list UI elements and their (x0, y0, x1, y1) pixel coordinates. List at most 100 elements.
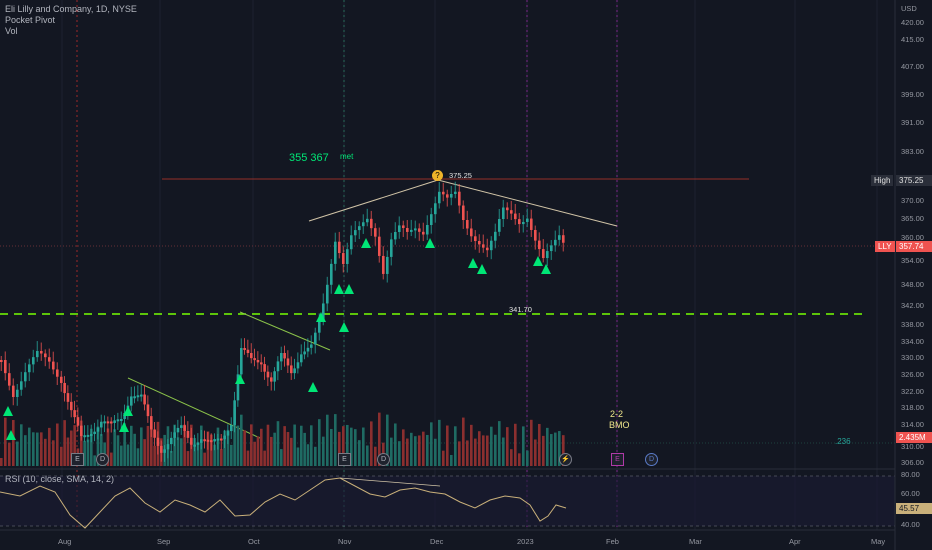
candle-body (486, 247, 489, 251)
candle-body (306, 347, 310, 352)
volume-bar (263, 450, 266, 466)
candle-body (322, 303, 325, 322)
candle-body (56, 369, 59, 377)
volume-bar (52, 440, 55, 466)
volume-bar (338, 431, 341, 466)
volume-bar (490, 426, 493, 466)
earnings-event-icon[interactable]: E (71, 453, 84, 466)
volume-bar (430, 422, 433, 466)
pocket-pivot-triangle (6, 430, 16, 440)
volume-bar (213, 444, 216, 466)
volume-bar (226, 429, 230, 466)
volume-bar (550, 434, 553, 466)
candle-body (163, 449, 166, 453)
volume-bar (406, 438, 409, 466)
candle-body (60, 376, 63, 383)
target-annotation[interactable]: 355 367 (289, 152, 329, 164)
candle-body (562, 235, 565, 243)
candle-body (310, 344, 313, 348)
volume-bar (334, 414, 337, 466)
volume-bar (136, 448, 140, 466)
candle-body (4, 360, 7, 374)
volume-bar (176, 437, 180, 466)
candle-body (538, 240, 541, 250)
candle-body (233, 400, 236, 425)
candle-body (438, 191, 441, 204)
candle-body (296, 362, 300, 369)
volume-bar (12, 420, 15, 466)
split-event-icon[interactable]: ⚡ (559, 453, 572, 466)
resistance-trendline-left[interactable] (308, 179, 439, 222)
volume-bar (310, 425, 313, 466)
indicator-volume[interactable]: Vol (5, 26, 18, 36)
candle-body (170, 437, 173, 445)
question-marker-icon[interactable]: ? (432, 170, 443, 181)
volume-bar (402, 429, 405, 466)
price-axis[interactable]: USD 420.00 415.00 407.00 399.00 391.00 3… (895, 0, 932, 550)
candle-body (176, 427, 180, 433)
candle-body (106, 421, 110, 424)
volume-bar (303, 432, 306, 466)
candle-body (28, 364, 31, 373)
volume-bar (462, 417, 465, 466)
currency-label: USD (901, 4, 917, 13)
candle-body (478, 240, 481, 245)
resistance-trendline-right[interactable] (437, 179, 618, 227)
candle-body (418, 228, 421, 232)
volume-bar (542, 435, 545, 466)
time-tick: Apr (789, 537, 801, 546)
volume-bar (414, 436, 417, 466)
rsi-legend-label[interactable]: RSI (10, close, SMA, 14, 2) (5, 474, 115, 484)
volume-bar (60, 446, 63, 466)
candle-body (70, 401, 73, 411)
price-tick: 415.00 (901, 35, 924, 44)
dividend-event-icon[interactable]: D (645, 453, 658, 466)
volume-bar (283, 426, 286, 466)
rsi-tick: 80.00 (901, 470, 920, 479)
symbol-title[interactable]: Eli Lilly and Company, 1D, NYSE (5, 4, 137, 14)
volume-bar (48, 427, 51, 466)
candle-body (470, 228, 473, 237)
volume-bar (96, 426, 100, 466)
volume-bar (270, 436, 273, 466)
indicator-pocket-pivot[interactable]: Pocket Pivot (5, 15, 56, 25)
volume-bar (56, 423, 59, 466)
candle-body (283, 353, 286, 359)
dividend-event-icon[interactable]: D (377, 453, 390, 466)
volume-bar (180, 438, 183, 466)
dividend-event-icon[interactable]: D (96, 453, 109, 466)
volume-bar (253, 441, 256, 466)
candle-body (203, 439, 206, 442)
pocket-pivot-triangle (425, 238, 435, 248)
candle-body (220, 438, 223, 441)
candle-body (110, 421, 113, 424)
volume-bar (522, 426, 525, 466)
volume-bar (534, 439, 537, 466)
earnings-event-icon[interactable]: E (338, 453, 351, 466)
candle-body (246, 349, 250, 354)
volume-bar (318, 419, 321, 466)
candle-body (156, 437, 160, 446)
volume-bar (140, 427, 143, 466)
candle-body (173, 432, 176, 438)
volume-bar (246, 450, 250, 466)
candle-body (526, 218, 529, 222)
candle-body (293, 368, 296, 374)
pocket-pivot-triangle (541, 264, 551, 274)
met-annotation[interactable]: met (340, 152, 354, 161)
volume-bar (113, 429, 116, 466)
candle-body (150, 416, 153, 430)
candle-body (534, 229, 537, 241)
price-tick: 334.00 (901, 337, 924, 346)
candle-body (290, 365, 293, 374)
volume-bar (558, 431, 561, 466)
earnings-event-icon[interactable]: E (611, 453, 624, 466)
candle-body (266, 371, 270, 378)
volume-bar (434, 438, 437, 466)
candle-body (183, 425, 186, 431)
candle-body (402, 225, 405, 229)
lly-tag-value: 357.74 (896, 241, 932, 252)
candle-body (263, 364, 266, 372)
candle-body (482, 244, 485, 248)
